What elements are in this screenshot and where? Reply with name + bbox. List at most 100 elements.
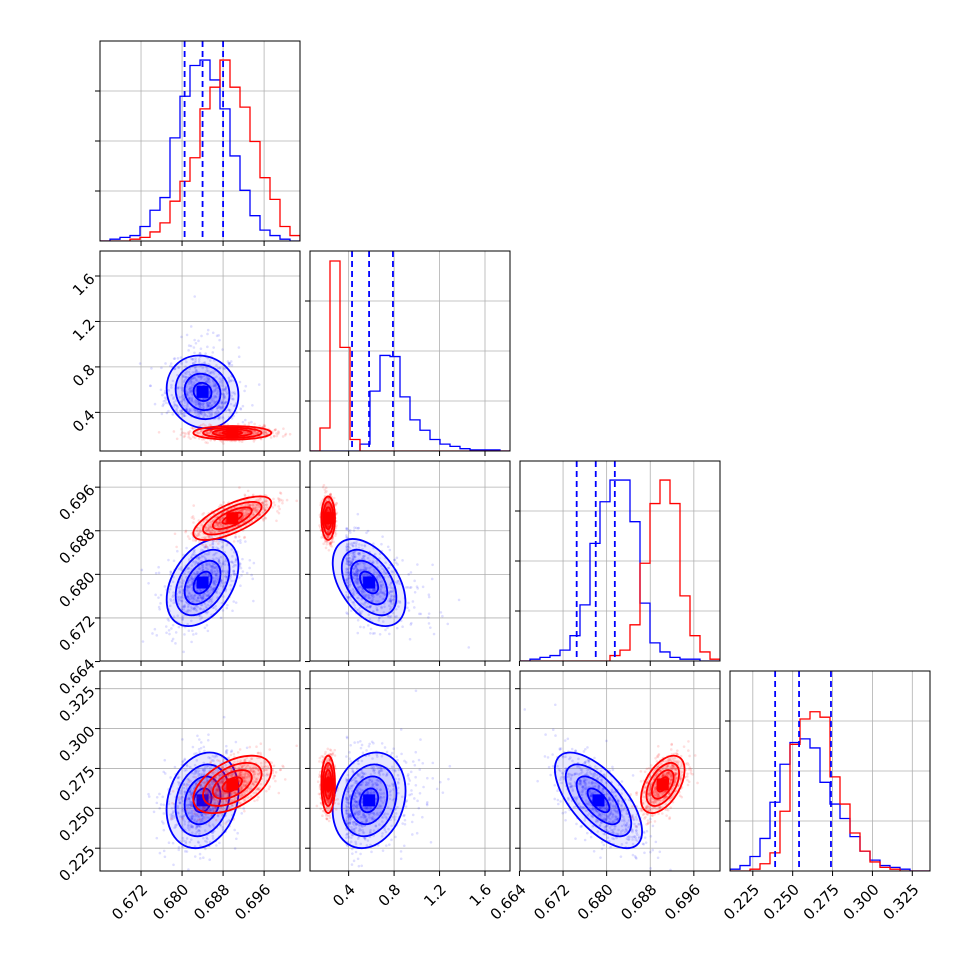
sample-point xyxy=(347,595,350,599)
sample-point xyxy=(213,755,217,759)
sample-point xyxy=(200,375,203,379)
sample-point xyxy=(210,404,213,407)
sample-point xyxy=(457,598,461,602)
sample-point xyxy=(194,365,197,369)
sample-point xyxy=(355,567,359,570)
sample-point xyxy=(206,401,210,405)
sample-point xyxy=(190,593,194,597)
sample-point xyxy=(229,575,232,579)
sample-point xyxy=(236,539,240,543)
sample-point xyxy=(213,566,217,570)
sample-point xyxy=(199,411,203,415)
sample-point xyxy=(201,549,205,552)
sample-point xyxy=(188,790,192,794)
sample-point xyxy=(218,529,221,533)
sample-point xyxy=(389,595,393,599)
sample-point xyxy=(239,508,242,512)
sample-point xyxy=(188,388,192,391)
sample-point xyxy=(350,541,354,545)
sample-point xyxy=(210,600,214,604)
sample-point xyxy=(199,530,202,533)
sample-point xyxy=(176,599,180,603)
sample-point xyxy=(388,591,391,594)
sample-point xyxy=(407,573,411,576)
sample-point xyxy=(363,573,367,577)
sample-point xyxy=(190,574,193,578)
sample-point xyxy=(167,802,171,806)
sample-point xyxy=(182,398,186,401)
sample-point xyxy=(352,600,356,604)
sample-point xyxy=(209,568,213,572)
sample-point xyxy=(187,591,191,595)
sample-point xyxy=(225,577,228,581)
sample-point xyxy=(346,542,349,545)
sample-point xyxy=(357,571,360,575)
sample-point xyxy=(198,829,202,833)
sample-point xyxy=(206,380,210,383)
sample-point xyxy=(351,558,354,562)
sample-point xyxy=(196,410,199,414)
sample-point xyxy=(188,592,191,596)
sample-point xyxy=(215,591,219,595)
sample-point xyxy=(253,508,257,511)
sample-point xyxy=(159,388,163,392)
sample-point xyxy=(186,622,189,626)
sample-point xyxy=(205,379,209,382)
sample-point xyxy=(353,550,357,554)
sample-point xyxy=(202,406,206,409)
sample-point xyxy=(210,571,214,575)
sample-point xyxy=(365,605,369,608)
sample-point xyxy=(201,569,205,572)
sample-point xyxy=(348,559,352,563)
sample-point xyxy=(345,534,348,537)
sample-point xyxy=(205,816,209,819)
sample-point xyxy=(223,367,227,370)
sample-point xyxy=(191,814,194,818)
sample-point xyxy=(205,369,208,373)
sample-point xyxy=(194,608,198,611)
sample-point xyxy=(194,402,198,405)
sample-point xyxy=(181,395,184,398)
sample-point xyxy=(363,603,366,607)
sample-point xyxy=(375,606,379,610)
sample-point xyxy=(351,556,354,560)
sample-point xyxy=(372,568,376,571)
sample-point xyxy=(356,596,359,600)
sample-point xyxy=(210,535,214,539)
sample-point xyxy=(171,814,174,818)
sample-point xyxy=(190,357,193,361)
sample-point xyxy=(169,570,172,573)
sample-point xyxy=(176,549,179,553)
sample-point xyxy=(208,401,212,405)
sample-point xyxy=(167,841,171,844)
sample-point xyxy=(201,768,205,772)
sample-point xyxy=(178,801,182,805)
sample-point xyxy=(211,545,215,549)
sample-point xyxy=(251,577,255,581)
sample-point xyxy=(180,585,184,588)
sample-point xyxy=(207,535,211,539)
sample-point xyxy=(262,505,265,508)
sample-point xyxy=(170,383,173,387)
panel-content xyxy=(100,486,300,654)
sample-point xyxy=(199,529,202,533)
sample-point xyxy=(165,411,169,415)
sample-point xyxy=(213,580,217,583)
sample-point xyxy=(203,602,207,606)
sample-point xyxy=(218,525,222,528)
sample-point xyxy=(167,409,170,413)
sample-point xyxy=(231,397,235,401)
sample-point xyxy=(219,520,223,524)
sample-point xyxy=(181,809,184,812)
sample-point xyxy=(353,574,357,577)
sample-point xyxy=(368,596,371,600)
sample-point xyxy=(384,571,388,575)
sample-point xyxy=(212,384,216,388)
sample-point xyxy=(198,375,201,379)
sample-point xyxy=(189,779,192,783)
sample-point xyxy=(208,359,212,362)
sample-point xyxy=(206,594,209,598)
sample-point xyxy=(227,524,230,527)
sample-point xyxy=(190,426,193,430)
sample-point xyxy=(356,569,360,572)
